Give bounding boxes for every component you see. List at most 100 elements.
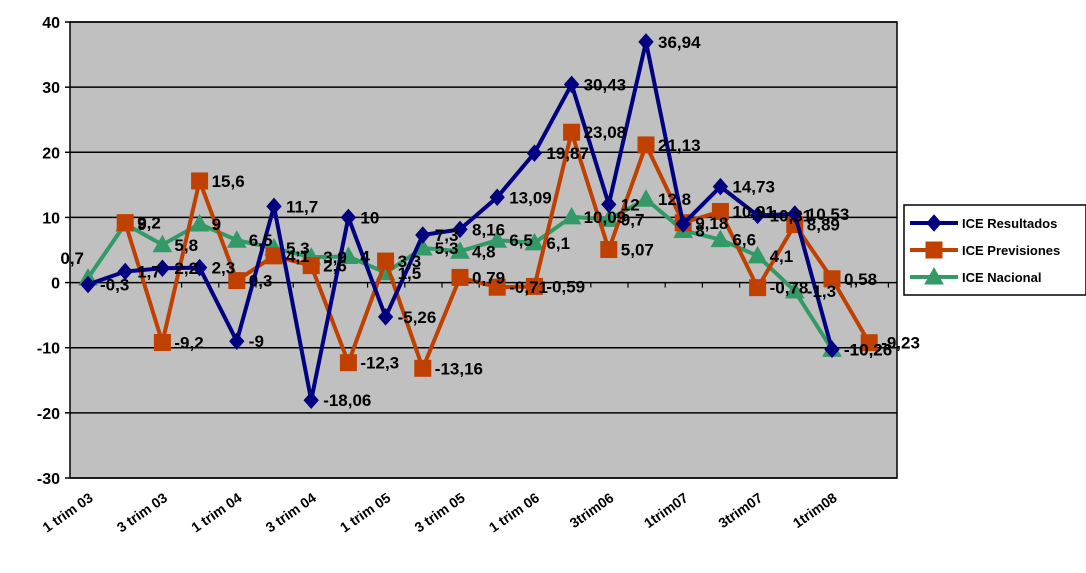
data-point-marker (747, 245, 768, 264)
x-tick-label: 3trim07 (715, 489, 765, 531)
data-label: 10,91 (732, 203, 775, 222)
data-label: 11,7 (286, 197, 318, 216)
data-point-marker (338, 246, 359, 265)
x-tick-label: 3trim06 (567, 489, 617, 531)
data-label: 3,3 (398, 252, 422, 271)
data-label: 6,5 (509, 231, 533, 250)
data-label: 2,3 (212, 259, 236, 278)
data-label: 21,13 (658, 136, 701, 155)
data-label: -5,26 (398, 308, 437, 327)
data-point-marker (226, 230, 247, 248)
series-lines (78, 33, 878, 409)
x-tick-label: 1trim07 (641, 489, 691, 531)
data-point-marker (824, 340, 840, 359)
data-point-marker (561, 206, 582, 225)
data-label: 10 (360, 208, 379, 227)
data-point-marker (191, 258, 208, 277)
data-label: 1,7 (137, 262, 161, 281)
data-label: 10,53 (807, 205, 850, 224)
y-axis: -30 -20 -10 0 10 20 30 40 (37, 15, 70, 488)
x-tick-label: 1trim08 (790, 489, 840, 531)
data-point-marker (451, 268, 469, 286)
data-label: -9,23 (881, 334, 920, 353)
data-point-marker (525, 277, 543, 295)
data-label: 8,16 (472, 220, 505, 239)
data-point-marker (600, 241, 618, 259)
data-label: -0,78 (770, 279, 809, 298)
data-point-marker (377, 308, 394, 326)
x-tick-label: 3 trim 05 (411, 489, 468, 535)
data-point-marker (925, 241, 943, 259)
data-label: -9 (249, 332, 264, 351)
y-tick-label: 30 (42, 80, 60, 97)
data-point-marker (860, 334, 878, 352)
data-label: 5,3 (435, 239, 459, 258)
data-point-marker (563, 123, 581, 141)
x-tick-label: 3 trim 04 (263, 489, 320, 535)
data-label: 9,18 (695, 214, 728, 233)
y-tick-label: -10 (37, 341, 60, 358)
series-ice-resultados (80, 33, 840, 409)
legend-label: ICE Nacional (962, 270, 1041, 285)
data-point-marker (749, 206, 766, 225)
legend-label: ICE Resultados (962, 216, 1057, 231)
data-label: 12 (621, 195, 640, 214)
data-point-marker (710, 229, 731, 248)
data-point-marker (303, 391, 319, 409)
data-point-marker (265, 247, 283, 265)
y-tick-label: -30 (37, 471, 60, 488)
data-label: -10,26 (844, 340, 892, 359)
data-point-marker (340, 208, 357, 227)
data-label: -12,3 (360, 354, 399, 373)
data-point-marker (489, 188, 505, 207)
data-label: 36,94 (658, 33, 701, 52)
data-label: 14,73 (732, 178, 775, 197)
x-tick-label: 1 trim 04 (188, 489, 245, 535)
data-label: 9 (137, 215, 146, 234)
data-label: 2,6 (323, 257, 347, 276)
data-point-marker (452, 220, 468, 239)
data-point-marker (189, 213, 210, 232)
gridlines (70, 21, 897, 479)
data-point-marker (526, 144, 543, 162)
x-tick-label: 1 trim 03 (39, 489, 96, 535)
y-tick-label: 40 (42, 15, 60, 32)
data-label: 12,8 (658, 190, 691, 209)
data-point-marker (636, 189, 656, 207)
data-label: -1,3 (807, 282, 836, 301)
data-label: -13,16 (435, 359, 483, 378)
data-point-marker (924, 266, 944, 285)
data-label: -18,06 (323, 391, 371, 410)
data-point-marker (488, 278, 506, 296)
data-point-marker (711, 203, 729, 221)
data-label: 0,79 (472, 268, 505, 287)
data-label: 5,8 (174, 236, 198, 255)
data-label: 0,3 (249, 272, 273, 291)
data-point-marker (415, 226, 431, 244)
data-point-marker (563, 75, 580, 94)
data-point-marker (784, 281, 805, 299)
data-point-marker (749, 279, 767, 297)
data-label: 30,43 (584, 75, 627, 94)
data-label: 9,2 (137, 214, 161, 233)
data-label: 1,5 (398, 264, 422, 283)
data-point-marker (116, 214, 134, 232)
y-tick-label: -20 (37, 406, 60, 423)
data-point-marker (450, 241, 470, 259)
data-label: 6,6 (732, 231, 756, 250)
data-label: 6,1 (546, 234, 570, 253)
data-label: -0,59 (546, 277, 585, 296)
x-tick-label: 3 trim 03 (114, 489, 171, 535)
data-point-marker (601, 195, 617, 214)
data-label: 5,07 (621, 241, 654, 260)
data-label: 10,31 (770, 206, 813, 225)
data-label: 10,09 (584, 208, 627, 227)
data-point-marker (414, 359, 432, 377)
data-label: 7,3 (435, 226, 459, 245)
y-tick-label: 0 (51, 276, 60, 293)
data-point-marker (823, 270, 841, 288)
data-point-marker (80, 275, 96, 294)
y-tick-label: 10 (42, 210, 60, 227)
data-point-marker (339, 354, 357, 372)
